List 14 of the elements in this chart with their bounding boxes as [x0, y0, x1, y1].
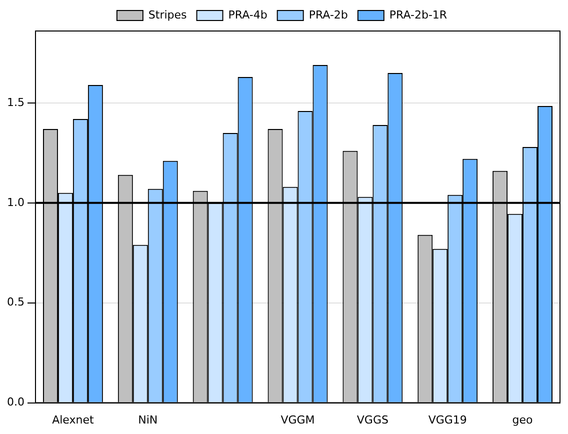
- legend-label: PRA-2b: [308, 8, 348, 22]
- x-tick-label: NiN: [138, 413, 158, 426]
- legend-label: PRA-2b-1R: [389, 8, 448, 22]
- legend-label: Stripes: [148, 8, 188, 22]
- legend-label: PRA-4b: [228, 8, 268, 22]
- x-tick-label: VGGS: [356, 413, 388, 426]
- y-tick-label: 1.0: [6, 196, 24, 209]
- x-tick-label: VGG19: [428, 413, 467, 426]
- x-tick-label: geo: [512, 413, 534, 426]
- y-tick-label: 0.0: [6, 396, 24, 409]
- x-tick-label: VGGM: [280, 413, 315, 426]
- y-tick-label: 0.5: [6, 296, 24, 309]
- y-tick-label: 1.5: [6, 96, 24, 109]
- x-tick-label: Alexnet: [52, 413, 95, 426]
